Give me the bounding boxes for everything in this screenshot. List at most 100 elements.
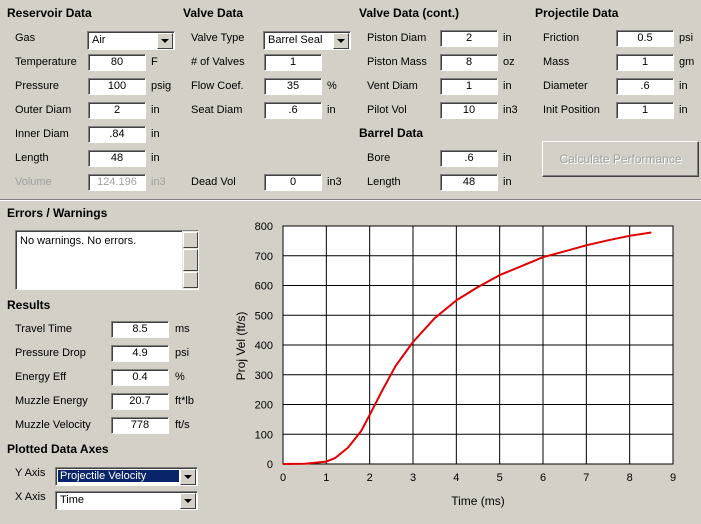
gas-select[interactable]: Air xyxy=(87,31,175,50)
y-tick-label: 100 xyxy=(255,429,273,441)
seat-diam-input[interactable]: .6 xyxy=(264,102,322,119)
x-tick-label: 7 xyxy=(583,472,589,484)
length-unit: in xyxy=(151,152,160,164)
outer-diam-unit: in xyxy=(151,104,160,116)
gas-select-value: Air xyxy=(92,34,106,46)
mass-unit: gm xyxy=(679,56,695,68)
energy-eff-unit: % xyxy=(175,371,185,383)
init-position-input[interactable]: 1 xyxy=(616,102,674,119)
pilot-vol-label: Pilot Vol xyxy=(367,104,407,116)
dead-vol-input[interactable]: 0 xyxy=(264,174,322,191)
chart-y-ticks: 0 100 200 300 400 500 600 700 800 xyxy=(255,221,273,471)
x-tick-label: 4 xyxy=(453,472,459,484)
init-position-label: Init Position xyxy=(543,104,600,116)
valve-type-select[interactable]: Barrel Seal xyxy=(263,31,351,50)
dead-vol-label: Dead Vol xyxy=(191,176,236,188)
temperature-input[interactable]: 80 xyxy=(88,54,146,71)
x-axis-select[interactable]: Time xyxy=(55,491,198,510)
init-position-unit: in xyxy=(679,104,688,116)
flow-coef-label: Flow Coef. xyxy=(191,80,244,92)
barrel-length-input[interactable]: 48 xyxy=(440,174,498,191)
volume-readout: 124.196 xyxy=(88,174,146,191)
gas-label: Gas xyxy=(15,32,36,44)
calculate-performance-button[interactable]: Calculate Performance xyxy=(542,141,699,177)
y-tick-label: 700 xyxy=(255,251,273,263)
valve-type-label: Valve Type xyxy=(191,32,245,44)
chevron-down-icon[interactable] xyxy=(157,33,173,49)
errors-scrollbar[interactable] xyxy=(182,231,198,289)
errors-textbox[interactable]: No warnings. No errors. xyxy=(15,230,199,290)
friction-unit: psi xyxy=(679,32,694,44)
scroll-up-button[interactable] xyxy=(183,232,198,248)
muzzle-energy-unit: ft*lb xyxy=(175,395,194,407)
muzzle-energy-label: Muzzle Energy xyxy=(15,395,88,407)
pilot-vol-input[interactable]: 10 xyxy=(440,102,498,119)
num-valves-label: # of Valves xyxy=(191,56,245,68)
x-tick-label: 6 xyxy=(540,472,546,484)
errors-section-title: Errors / Warnings xyxy=(7,206,108,220)
chevron-down-icon[interactable] xyxy=(180,469,196,485)
vent-diam-input[interactable]: 1 xyxy=(440,78,498,95)
x-tick-label: 0 xyxy=(280,472,286,484)
muzzle-velocity-label: Muzzle Velocity xyxy=(15,419,91,431)
y-axis-select[interactable]: Projectile Velocity xyxy=(55,467,198,486)
pressure-unit: psig xyxy=(151,80,172,92)
diameter-unit: in xyxy=(679,80,688,92)
length-input[interactable]: 48 xyxy=(88,150,146,167)
bore-input[interactable]: .6 xyxy=(440,150,498,167)
inner-diam-input[interactable]: .84 xyxy=(88,126,146,143)
friction-input[interactable]: 0.5 xyxy=(616,30,674,47)
travel-time-unit: ms xyxy=(175,323,190,335)
y-tick-label: 500 xyxy=(255,310,273,322)
diameter-input[interactable]: .6 xyxy=(616,78,674,95)
scroll-down-button[interactable] xyxy=(183,272,198,288)
bore-unit: in xyxy=(503,152,512,164)
travel-time-label: Travel Time xyxy=(15,323,73,335)
piston-mass-input[interactable]: 8 xyxy=(440,54,498,71)
outer-diam-input[interactable]: 2 xyxy=(88,102,146,119)
y-tick-label: 600 xyxy=(255,281,273,293)
vent-diam-unit: in xyxy=(503,80,512,92)
dead-vol-unit: in3 xyxy=(327,176,342,188)
reservoir-section-title: Reservoir Data xyxy=(7,6,92,20)
section-divider xyxy=(0,199,701,201)
x-axis-label: X Axis xyxy=(15,491,46,503)
chart-grid xyxy=(282,225,674,465)
flow-coef-input[interactable]: 35 xyxy=(264,78,322,95)
num-valves-input[interactable]: 1 xyxy=(264,54,322,71)
valve-cont-section-title: Valve Data (cont.) xyxy=(359,6,460,20)
chevron-down-icon[interactable] xyxy=(180,493,196,509)
mass-input[interactable]: 1 xyxy=(616,54,674,71)
valve-type-value: Barrel Seal xyxy=(268,34,323,46)
valve-section-title: Valve Data xyxy=(183,6,244,20)
muzzle-energy-readout: 20.7 xyxy=(111,393,169,410)
volume-unit: in3 xyxy=(151,176,166,188)
pressure-drop-label: Pressure Drop xyxy=(15,347,86,359)
piston-diam-input[interactable]: 2 xyxy=(440,30,498,47)
y-axis-label: Y Axis xyxy=(15,467,46,479)
seat-diam-label: Seat Diam xyxy=(191,104,243,116)
energy-eff-readout: 0.4 xyxy=(111,369,169,386)
pressure-input[interactable]: 100 xyxy=(88,78,146,95)
pressure-drop-readout: 4.9 xyxy=(111,345,169,362)
chart-x-ticks: 0 1 2 3 4 5 6 7 8 9 xyxy=(280,472,676,484)
piston-diam-unit: in xyxy=(503,32,512,44)
chevron-down-icon[interactable] xyxy=(333,33,349,49)
y-tick-label: 200 xyxy=(255,400,273,412)
x-tick-label: 2 xyxy=(367,472,373,484)
pressure-label: Pressure xyxy=(15,80,60,92)
inner-diam-unit: in xyxy=(151,128,160,140)
muzzle-velocity-readout: 778 xyxy=(111,417,169,434)
length-label: Length xyxy=(15,152,49,164)
chart-y-label: Proj Vel (ft/s) xyxy=(234,312,248,381)
y-tick-label: 0 xyxy=(267,459,273,471)
volume-label: Volume xyxy=(15,176,52,188)
chart-x-label: Time (ms) xyxy=(451,494,505,508)
x-tick-label: 5 xyxy=(497,472,503,484)
axes-section-title: Plotted Data Axes xyxy=(7,442,109,456)
scroll-thumb[interactable] xyxy=(183,249,198,271)
y-axis-value: Projectile Velocity xyxy=(58,470,179,482)
piston-mass-unit: oz xyxy=(503,56,515,68)
seat-diam-unit: in xyxy=(327,104,336,116)
